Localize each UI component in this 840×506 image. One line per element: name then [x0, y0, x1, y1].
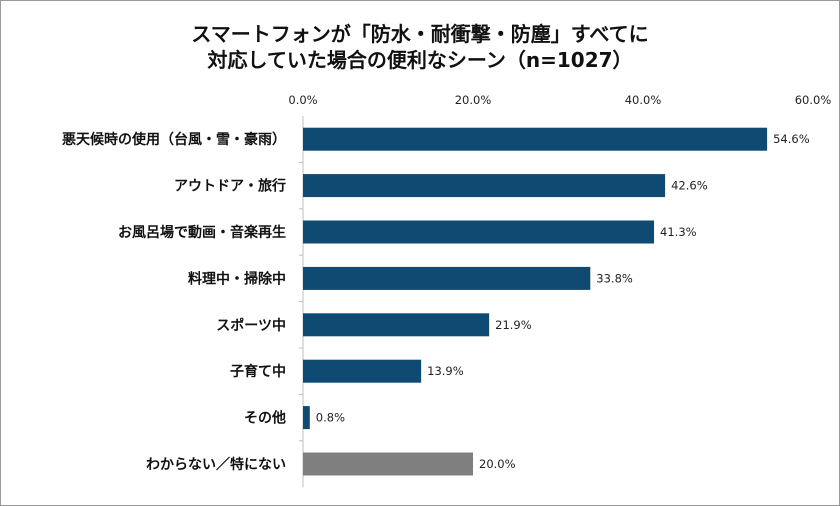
category-label: スポーツ中: [216, 317, 286, 334]
category-label: お風呂場で動画・音楽再生: [118, 224, 286, 241]
category-label: わからない／特にない: [146, 456, 286, 473]
bar: [303, 174, 666, 198]
bar: [303, 127, 768, 151]
bar: [303, 452, 473, 476]
chart-subtitle: 対応していた場合の便利なシーン（n=1027）: [207, 48, 633, 72]
category-label: アウトドア・旅行: [174, 178, 286, 195]
x-tick-label: 60.0%: [795, 93, 832, 107]
data-label: 21.9%: [495, 318, 532, 332]
data-label: 33.8%: [596, 271, 633, 285]
data-label: 13.9%: [427, 364, 464, 378]
bar: [303, 406, 310, 430]
data-label: 54.6%: [773, 132, 810, 146]
category-label: 悪天候時の使用（台風・雪・豪雨）: [62, 131, 286, 148]
data-label: 20.0%: [479, 457, 516, 471]
x-tick-label: 40.0%: [625, 93, 662, 107]
chart-title: スマートフォンが「防水・耐衝撃・防塵」すべてに: [191, 22, 649, 46]
x-tick-label: 20.0%: [455, 93, 492, 107]
bar: [303, 220, 655, 244]
data-label: 41.3%: [660, 225, 697, 239]
category-label: 子育て中: [230, 363, 286, 380]
data-label: 42.6%: [671, 179, 708, 193]
data-label: 0.8%: [316, 411, 345, 425]
bar: [303, 266, 591, 290]
x-tick-label: 0.0%: [288, 93, 317, 107]
bar: [303, 313, 490, 337]
category-label: その他: [244, 410, 286, 427]
category-label: 料理中・掃除中: [188, 270, 286, 287]
bar: [303, 359, 422, 383]
